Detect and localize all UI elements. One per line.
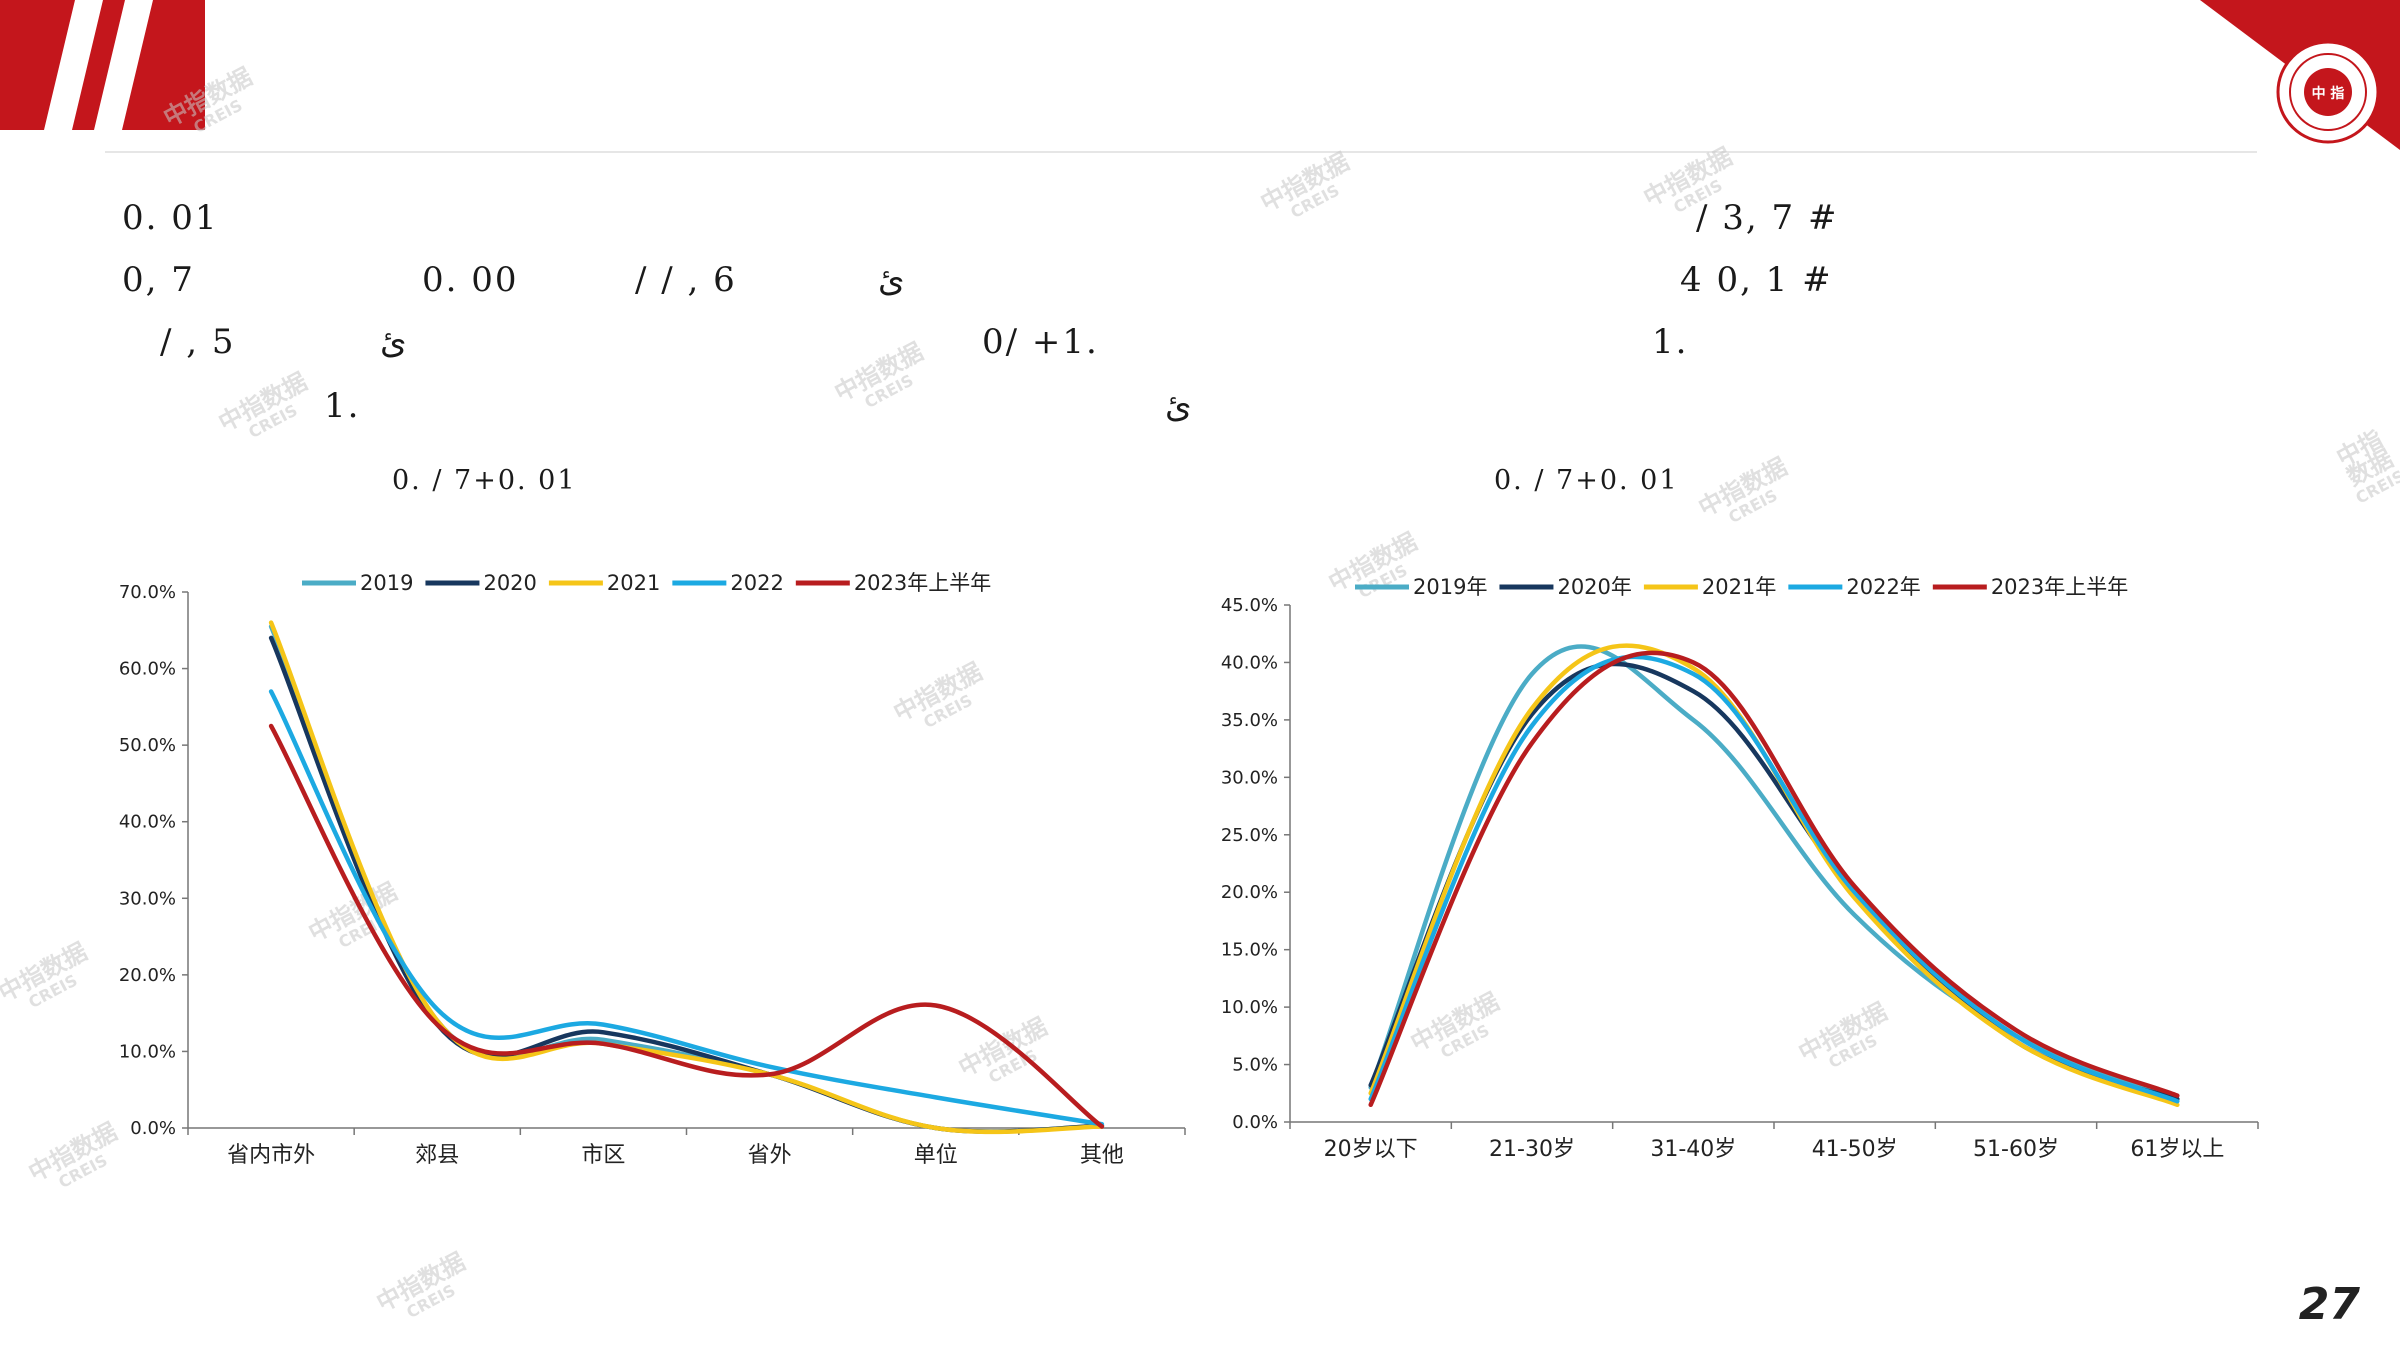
body-line-3-seg-6: 1. bbox=[1652, 322, 1689, 362]
series-line bbox=[1368, 643, 2180, 1108]
series-line bbox=[268, 689, 1105, 1127]
age-distribution-chart: 0.0% 5.0% 10.0% 15.0% 20.0% 25.0% 30.0% 35.0% 40… bbox=[1221, 575, 2259, 1162]
body-line-2-seg-2: 0. 00 bbox=[422, 260, 519, 300]
legend-label: 2021年 bbox=[1702, 575, 1776, 599]
header-corner-logo: 中 指 bbox=[2200, 0, 2400, 150]
x-category-label: 市区 bbox=[581, 1143, 625, 1168]
body-line-3-seg-1: / , 5 bbox=[160, 322, 236, 362]
x-category-label: 单位 bbox=[914, 1143, 958, 1168]
legend-label: 2020 bbox=[483, 571, 536, 595]
body-line-2-seg-6: 4 0, 1 # bbox=[1680, 260, 1833, 300]
x-category-label: 21-30岁 bbox=[1489, 1137, 1575, 1162]
series-line bbox=[268, 723, 1105, 1129]
watermark: 中指数据 CREIS bbox=[371, 1247, 470, 1322]
legend-label: 2023年上半年 bbox=[854, 571, 991, 595]
body-line-1-seg-6: / 3, 7 # bbox=[1696, 198, 1839, 238]
page-number: 27 bbox=[2298, 1279, 2360, 1330]
legend-label: 2019年 bbox=[1413, 575, 1487, 599]
body-line-2-seg-3: / / , 6 bbox=[635, 260, 737, 300]
body-line-2-seg-1: 0, 7 bbox=[122, 260, 195, 300]
y-tick-label: 35.0% bbox=[1221, 710, 1278, 731]
y-tick-label: 50.0% bbox=[119, 735, 176, 756]
legend-label: 2022年 bbox=[1846, 575, 1920, 599]
x-category-label: 51-60岁 bbox=[1973, 1137, 2059, 1162]
body-line-4-seg-5: ئ bbox=[1165, 386, 1192, 426]
y-tick-label: 70.0% bbox=[119, 582, 176, 603]
y-tick-label: 20.0% bbox=[1221, 882, 1278, 903]
series-line bbox=[1368, 654, 2180, 1104]
x-category-label: 61岁以上 bbox=[2130, 1137, 2224, 1162]
y-tick-label: 10.0% bbox=[1221, 997, 1278, 1018]
y-tick-label: 40.0% bbox=[1221, 652, 1278, 673]
series-line bbox=[1368, 661, 2180, 1102]
watermark: 中指数据 CREIS bbox=[829, 337, 928, 412]
y-tick-label: 0.0% bbox=[130, 1118, 176, 1139]
body-line-3-seg-2: ئ bbox=[380, 322, 407, 362]
y-tick-label: 15.0% bbox=[1221, 940, 1278, 961]
y-tick-label: 45.0% bbox=[1221, 595, 1278, 616]
x-category-label: 31-40岁 bbox=[1650, 1137, 1736, 1162]
chart-right-caption: 0. / 7+0. 01 bbox=[1494, 465, 1679, 496]
y-tick-label: 40.0% bbox=[119, 812, 176, 833]
x-category-label: 41-50岁 bbox=[1812, 1137, 1898, 1162]
legend-label: 2020年 bbox=[1557, 575, 1631, 599]
x-category-label: 20岁以下 bbox=[1324, 1137, 1418, 1162]
body-line-3-seg-4: 0/ +1. bbox=[982, 322, 1099, 362]
y-tick-label: 60.0% bbox=[119, 659, 176, 680]
x-category-label: 郊县 bbox=[415, 1143, 459, 1168]
y-tick-label: 5.0% bbox=[1232, 1055, 1278, 1076]
body-line-4-seg-1: 1. bbox=[324, 386, 361, 426]
y-tick-label: 25.0% bbox=[1221, 825, 1278, 846]
y-tick-label: 30.0% bbox=[119, 888, 176, 909]
x-category-label: 省外 bbox=[748, 1143, 792, 1168]
x-category-label: 省内市外 bbox=[227, 1143, 315, 1168]
legend-label: 2023年上半年 bbox=[1991, 575, 2128, 599]
body-line-2-seg-4: ئ bbox=[878, 260, 905, 300]
watermark: 中指数据 CREIS bbox=[1693, 452, 1792, 527]
seal-center-text: 中 指 bbox=[2312, 85, 2345, 102]
source-distribution-chart: 0.0% 10.0% 20.0% 30.0% 40.0% 50.0% 60.0% 70.0% 省… bbox=[119, 571, 1186, 1168]
series-line bbox=[1368, 644, 2180, 1102]
y-tick-label: 20.0% bbox=[119, 965, 176, 986]
y-tick-label: 30.0% bbox=[1221, 767, 1278, 788]
watermark: 中指数据 CREIS bbox=[0, 937, 92, 1012]
legend-label: 2019 bbox=[360, 571, 413, 595]
header-corner-banner bbox=[0, 0, 205, 130]
chart-left-caption: 0. / 7+0. 01 bbox=[392, 465, 577, 496]
y-tick-label: 0.0% bbox=[1232, 1112, 1278, 1133]
header-divider bbox=[105, 151, 2257, 153]
x-category-label: 其他 bbox=[1080, 1143, 1124, 1168]
watermark: 中指数据 CREIS bbox=[2331, 424, 2400, 508]
legend-label: 2021 bbox=[607, 571, 660, 595]
series-line bbox=[1368, 650, 2180, 1108]
body-line-1-seg-1: 0. 01 bbox=[122, 198, 219, 238]
y-tick-label: 10.0% bbox=[119, 1041, 176, 1062]
legend-label: 2022 bbox=[730, 571, 783, 595]
series-line bbox=[268, 620, 1105, 1135]
watermark: 中指数据 CREIS bbox=[1255, 147, 1354, 222]
watermark: 中指数据 CREIS bbox=[213, 367, 312, 442]
